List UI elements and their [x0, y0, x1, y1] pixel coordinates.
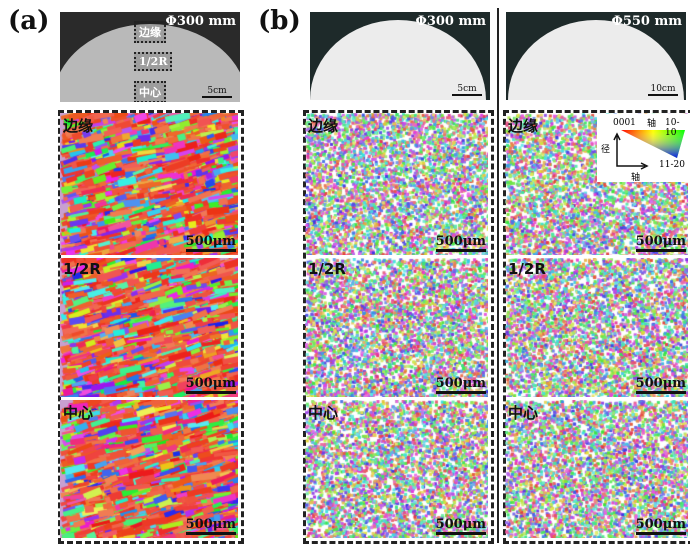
ingot-photo-b1: Φ300 mm 5cm — [310, 12, 490, 100]
photo-title: Φ550 mm — [611, 14, 683, 29]
map-location-label: 1/2R — [63, 260, 101, 278]
map-scale-bar: 500μm — [635, 235, 686, 252]
legend-10-10: 10-10 — [665, 118, 680, 138]
map-location-label: 边缘 — [308, 117, 339, 135]
map-location-label: 1/2R — [308, 260, 346, 278]
legend-axis-bottom: 轴 — [631, 173, 641, 183]
panel-label-a: (a) — [8, 6, 50, 36]
ebsd-map — [305, 258, 488, 397]
ebsd-map — [305, 400, 488, 538]
map-scale-bar: 500μm — [185, 518, 236, 535]
ebsd-map — [505, 400, 688, 538]
map-scale-bar: 500μm — [435, 518, 486, 535]
ipf-legend: 0001 轴 10-10 径 11-20 轴 — [597, 114, 689, 183]
scale-bar: 5cm — [202, 86, 232, 98]
map-location-label: 中心 — [508, 404, 539, 422]
legend-radial: 径 — [601, 145, 611, 155]
region-center: 中心 — [134, 81, 166, 102]
panel-divider — [497, 8, 499, 543]
map-scale-bar: 500μm — [635, 377, 686, 394]
map-location-label: 中心 — [63, 404, 94, 422]
map-location-label: 1/2R — [508, 260, 546, 278]
scale-bar: 5cm — [452, 84, 482, 96]
legend-axis: 轴 — [647, 119, 657, 129]
map-location-label: 边缘 — [63, 117, 94, 135]
scale-bar: 10cm — [648, 84, 678, 96]
map-scale-bar: 500μm — [635, 518, 686, 535]
ebsd-map — [60, 258, 238, 397]
map-scale-bar: 500μm — [435, 235, 486, 252]
photo-title: Φ300 mm — [165, 14, 237, 29]
photo-title: Φ300 mm — [415, 14, 487, 29]
ebsd-map — [505, 258, 688, 397]
map-scale-bar: 500μm — [185, 235, 236, 252]
map-scale-bar: 500μm — [185, 377, 236, 394]
map-location-label: 边缘 — [508, 117, 539, 135]
map-location-label: 中心 — [308, 404, 339, 422]
map-scale-bar: 500μm — [435, 377, 486, 394]
legend-0001: 0001 — [613, 118, 636, 128]
region-half-r: 1/2R — [134, 52, 173, 71]
panel-label-b: (b) — [258, 6, 301, 36]
ebsd-map — [60, 400, 238, 538]
ingot-photo-a: Φ300 mm 边缘 1/2R 中心 5cm — [60, 12, 240, 102]
region-edge: 边缘 — [134, 21, 166, 43]
legend-11-20: 11-20 — [659, 160, 685, 170]
ebsd-map — [305, 113, 488, 255]
ebsd-map — [60, 113, 238, 255]
ingot-photo-b2: Φ550 mm 10cm — [506, 12, 686, 100]
